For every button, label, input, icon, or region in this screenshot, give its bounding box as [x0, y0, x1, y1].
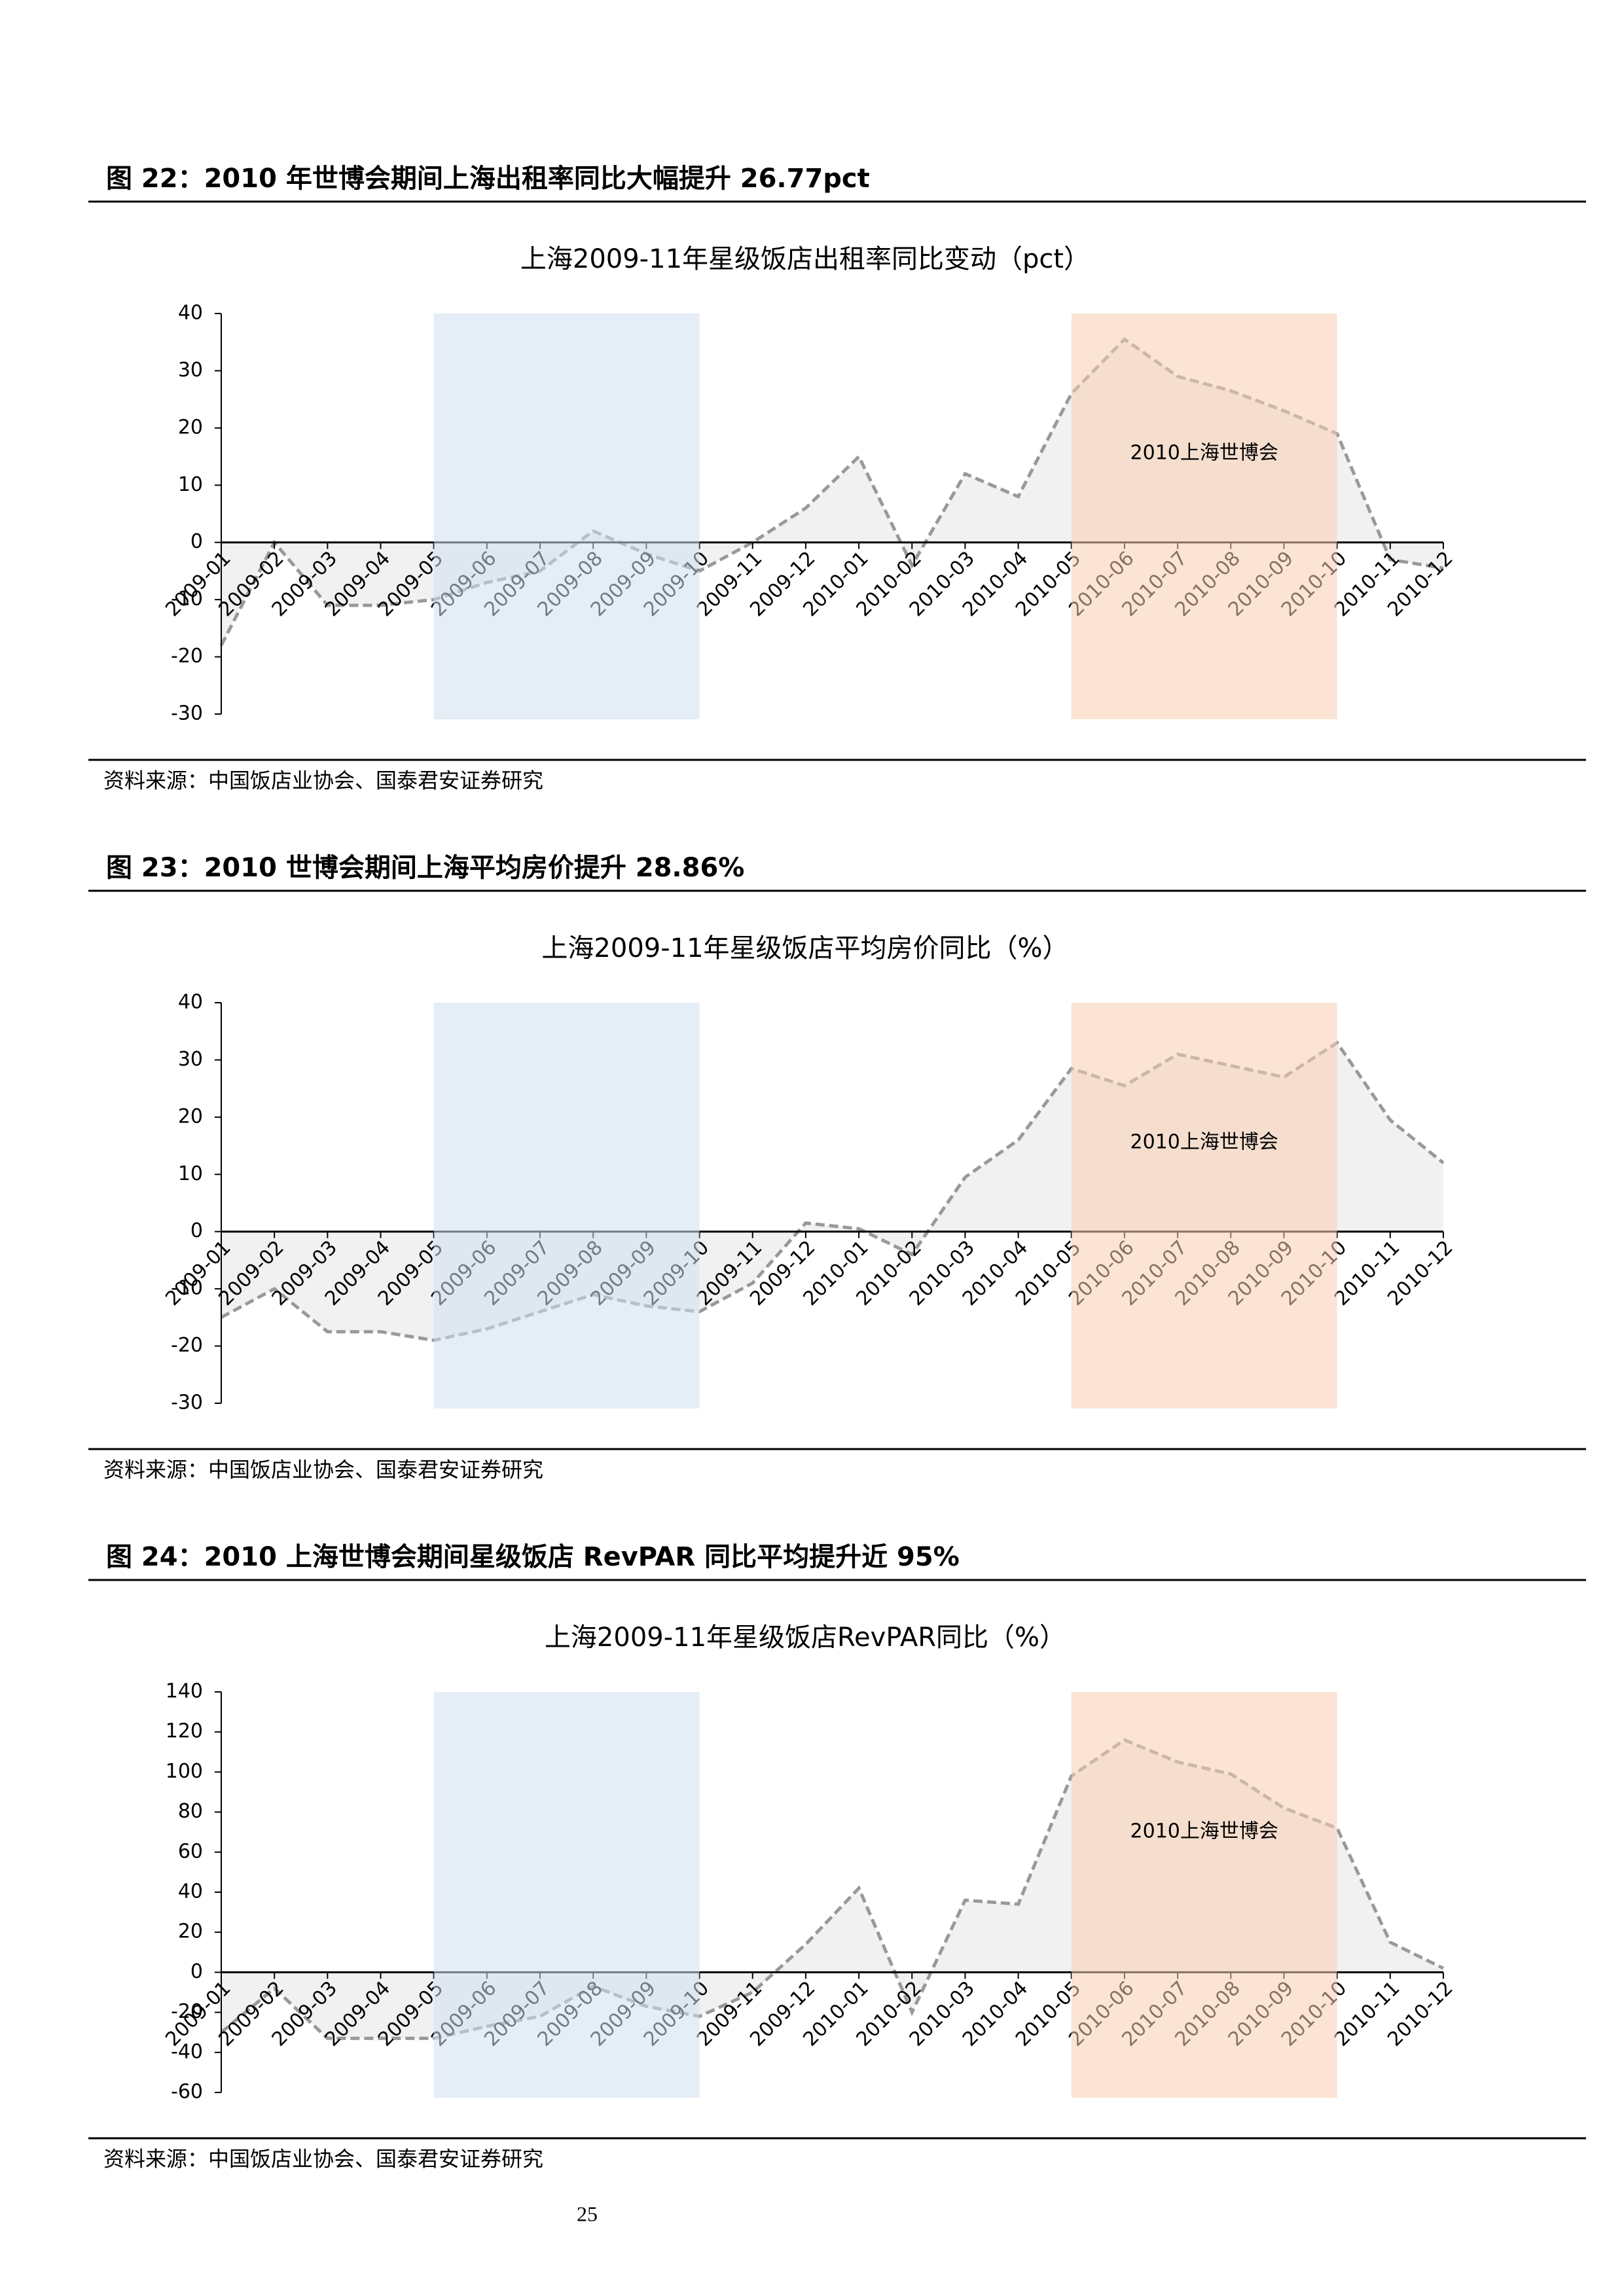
y-tick-label: 0 — [190, 530, 203, 553]
y-tick-label: -40 — [171, 2040, 203, 2063]
y-tick-label: -20 — [171, 645, 203, 668]
y-tick-label: 120 — [166, 1720, 203, 1743]
y-tick-label: 80 — [178, 1800, 203, 1823]
y-tick-label: -30 — [171, 1391, 203, 1414]
y-tick-label: 20 — [178, 1920, 203, 1943]
y-tick-label: 0 — [190, 1960, 203, 1983]
y-tick-label: 40 — [178, 302, 203, 325]
y-tick-label: -10 — [171, 1277, 203, 1300]
figure-caption: 图 23：2010 世博会期间上海平均房价提升 28.86% — [106, 853, 744, 883]
y-tick-label: 0 — [190, 1219, 203, 1242]
chart-title: 上海2009-11年星级饭店出租率同比变动（pct） — [520, 244, 1090, 274]
y-tick-label: 30 — [178, 1048, 203, 1071]
y-tick-label: -20 — [171, 2000, 203, 2023]
y-tick-label: 20 — [178, 1105, 203, 1128]
figure-caption: 图 22：2010 年世博会期间上海出租率同比大幅提升 26.77pct — [106, 164, 870, 194]
highlight-band — [433, 314, 700, 719]
y-tick-label: 40 — [178, 1880, 203, 1903]
source-note: 资料来源：中国饭店业协会、国泰君安证券研究 — [103, 1458, 543, 1482]
highlight-band — [433, 1692, 700, 2098]
chart-title: 上海2009-11年星级饭店平均房价同比（%） — [541, 933, 1068, 963]
y-tick-label: 60 — [178, 1840, 203, 1863]
highlight-band — [1071, 1692, 1337, 2098]
band-label: 2010上海世博会 — [1130, 1820, 1278, 1843]
y-tick-label: 40 — [178, 991, 203, 1014]
y-tick-label: -10 — [171, 588, 203, 611]
y-tick-label: 10 — [178, 473, 203, 496]
source-note: 资料来源：中国饭店业协会、国泰君安证券研究 — [103, 768, 543, 793]
band-label: 2010上海世博会 — [1130, 1131, 1278, 1154]
y-tick-label: 30 — [178, 359, 203, 382]
y-tick-label: -60 — [171, 2081, 203, 2104]
figure-caption: 图 24：2010 上海世博会期间星级饭店 RevPAR 同比平均提升近 95% — [106, 1542, 960, 1572]
y-tick-label: 100 — [166, 1760, 203, 1783]
line — [220, 1738, 1445, 2040]
y-tick-label: -20 — [171, 1334, 203, 1357]
page-number: 25 — [577, 2202, 598, 2225]
source-note: 资料来源：中国饭店业协会、国泰君安证券研究 — [103, 2147, 543, 2172]
chart-title: 上海2009-11年星级饭店RevPAR同比（%） — [545, 1623, 1066, 1653]
y-tick-label: 10 — [178, 1162, 203, 1185]
y-tick-label: 20 — [178, 416, 203, 439]
y-tick-label: -30 — [171, 702, 203, 725]
highlight-band — [1071, 314, 1337, 719]
highlight-band — [1071, 1003, 1337, 1408]
y-tick-label: 140 — [166, 1680, 203, 1703]
highlight-band — [433, 1003, 700, 1408]
band-label: 2010上海世博会 — [1130, 442, 1278, 465]
line — [219, 337, 1444, 647]
